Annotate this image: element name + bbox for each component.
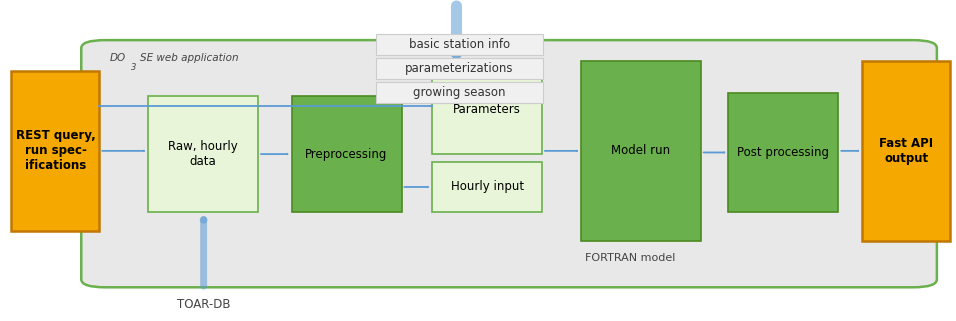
FancyBboxPatch shape	[376, 34, 543, 55]
Text: Fast API
output: Fast API output	[880, 137, 933, 165]
Text: Raw, hourly
data: Raw, hourly data	[168, 140, 238, 168]
Text: parameterizations: parameterizations	[405, 62, 513, 75]
FancyBboxPatch shape	[81, 40, 937, 287]
Text: TOAR-DB: TOAR-DB	[177, 299, 230, 311]
FancyBboxPatch shape	[862, 61, 950, 241]
FancyBboxPatch shape	[11, 71, 99, 231]
Text: DO: DO	[110, 53, 126, 63]
Text: Preprocessing: Preprocessing	[305, 148, 388, 160]
FancyBboxPatch shape	[376, 58, 543, 79]
Text: Hourly input: Hourly input	[450, 180, 524, 194]
Text: FORTRAN model: FORTRAN model	[585, 253, 676, 263]
FancyBboxPatch shape	[728, 93, 838, 212]
Text: Post processing: Post processing	[737, 146, 830, 159]
FancyBboxPatch shape	[292, 96, 402, 212]
Text: REST query,
run spec-
ifications: REST query, run spec- ifications	[15, 129, 96, 172]
Text: 3: 3	[131, 63, 137, 72]
Text: Parameters: Parameters	[453, 103, 521, 116]
FancyBboxPatch shape	[432, 64, 542, 154]
Text: SE web application: SE web application	[140, 53, 238, 63]
Text: growing season: growing season	[413, 86, 506, 99]
FancyBboxPatch shape	[432, 162, 542, 212]
Text: Model run: Model run	[612, 144, 670, 157]
Text: basic station info: basic station info	[409, 38, 510, 51]
FancyBboxPatch shape	[376, 82, 543, 103]
FancyBboxPatch shape	[581, 61, 701, 241]
FancyBboxPatch shape	[148, 96, 258, 212]
